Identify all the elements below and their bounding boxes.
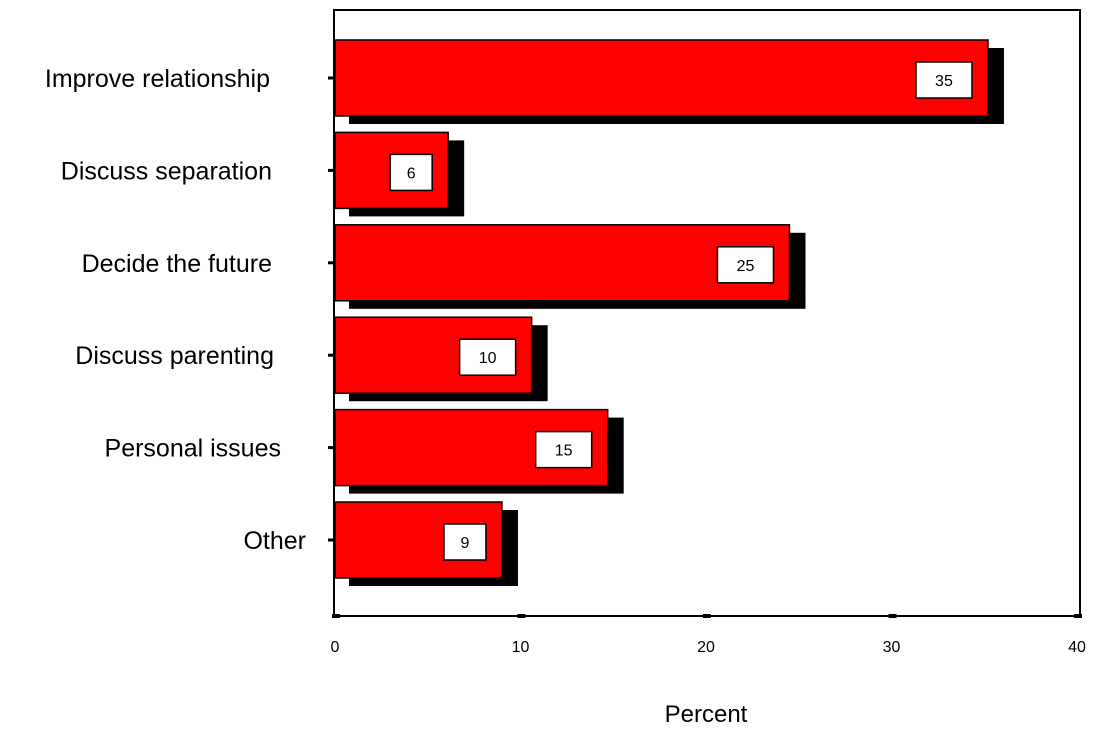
x-tick-label: 30	[883, 639, 901, 656]
data-label: 6	[407, 165, 416, 182]
bars-layer	[334, 39, 1004, 586]
data-label: 35	[935, 73, 953, 90]
data-label-box	[716, 246, 775, 284]
data-label-box	[915, 61, 973, 99]
labels-layer: 35 Improve relationship 6 Discuss separatio…	[45, 61, 973, 561]
data-label-box	[389, 153, 433, 192]
data-label: 15	[555, 443, 573, 460]
x-axis-title: Percent	[665, 701, 748, 726]
x-tick-label: 20	[697, 639, 715, 656]
data-label-box	[534, 430, 593, 469]
category-label: Other	[243, 527, 306, 555]
category-label: Decide the future	[82, 250, 272, 278]
bar	[334, 224, 791, 302]
x-tick-label: 10	[512, 639, 530, 656]
x-tick-label: 40	[1068, 639, 1086, 656]
category-label: Personal issues	[105, 435, 281, 463]
category-label: Improve relationship	[45, 65, 270, 93]
category-label: Discuss parenting	[75, 342, 274, 370]
data-label-box	[458, 338, 517, 376]
data-label: 10	[479, 350, 497, 367]
bar	[334, 39, 989, 117]
data-label-box	[443, 523, 487, 561]
data-label: 9	[460, 535, 469, 552]
x-tick-label: 0	[331, 639, 340, 656]
category-label: Discuss separation	[61, 157, 272, 185]
data-label: 25	[737, 258, 755, 275]
axis-layer: 0 10 20 30 40	[328, 9, 1086, 656]
